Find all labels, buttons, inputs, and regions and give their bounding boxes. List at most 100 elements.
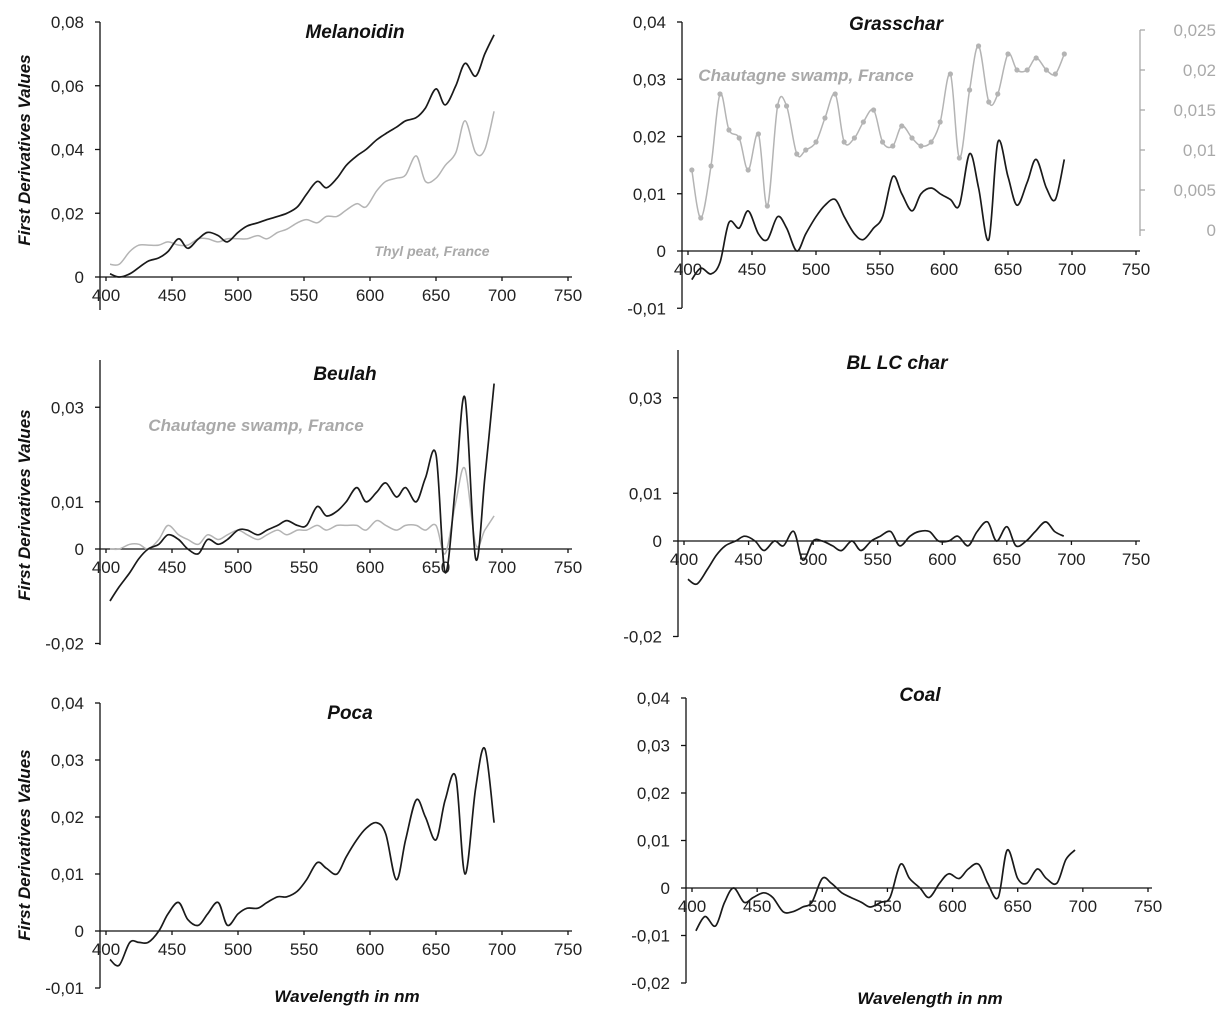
y-tick-label: 0,01 bbox=[51, 865, 84, 884]
reference-data-point bbox=[947, 71, 954, 77]
y-tick-label: 0,04 bbox=[51, 141, 84, 160]
x-tick-label: 700 bbox=[1069, 897, 1097, 916]
x-tick-label: 450 bbox=[158, 286, 186, 305]
reference-data-point bbox=[841, 139, 847, 145]
reference-data-point bbox=[822, 115, 828, 121]
sample-spectrum-line bbox=[109, 34, 495, 278]
x-tick-label: 450 bbox=[738, 260, 766, 279]
reference-data-point bbox=[775, 103, 781, 109]
x-tick-label: 450 bbox=[158, 940, 186, 959]
y-tick-label: 0,02 bbox=[637, 784, 670, 803]
x-tick-label: 600 bbox=[938, 897, 966, 916]
y-tick-label: 0,03 bbox=[637, 737, 670, 756]
panel-beulah: -0,02 0 0,01 0,03 400 450 500 550 600 650 700 750 Be… bbox=[15, 360, 582, 654]
panel-title: Grasschar bbox=[849, 14, 945, 35]
reference-data-point bbox=[726, 127, 732, 133]
y-tick-label: 0,01 bbox=[51, 493, 84, 512]
reference-data-point bbox=[708, 163, 714, 169]
x-tick-label: 500 bbox=[224, 286, 252, 305]
x-tick-label: 400 bbox=[92, 558, 120, 577]
x-axis-label: Wavelength in nm bbox=[857, 989, 1002, 1008]
y-tick-label: 0 bbox=[657, 242, 666, 261]
reference-data-point bbox=[909, 135, 915, 141]
reference-data-point bbox=[764, 203, 770, 209]
x-tick-label: 450 bbox=[734, 550, 762, 569]
x-tick-label: 600 bbox=[356, 940, 384, 959]
reference-annotation: Chautagne swamp, France bbox=[698, 66, 913, 85]
reference-data-point bbox=[899, 123, 905, 129]
reference-data-point bbox=[879, 139, 886, 145]
reference-data-point bbox=[1043, 67, 1049, 73]
reference-data-point bbox=[956, 155, 962, 161]
y-axis-label: First Derivatives Values bbox=[15, 54, 34, 245]
y-tick-label: 0,01 bbox=[629, 484, 662, 503]
y-tick-label: -0,01 bbox=[627, 299, 666, 318]
x-tick-label: 500 bbox=[224, 940, 252, 959]
y-tick-label: -0,02 bbox=[631, 974, 670, 993]
x-tick-label: 400 bbox=[670, 550, 698, 569]
reference-data-point bbox=[1061, 51, 1067, 57]
panel-title: Melanoidin bbox=[305, 22, 404, 43]
reference-data-point bbox=[871, 107, 877, 113]
panel-title: BL LC char bbox=[846, 353, 949, 374]
x-tick-label: 500 bbox=[802, 260, 830, 279]
reference-data-point bbox=[975, 43, 982, 49]
y-tick-label: 0,04 bbox=[51, 694, 84, 713]
y-axis-label: First Derivatives Values bbox=[15, 749, 34, 940]
x-tick-label: 750 bbox=[554, 558, 582, 577]
x-tick-label: 650 bbox=[993, 550, 1021, 569]
reference-data-point bbox=[736, 135, 742, 141]
sample-spectrum-line bbox=[109, 383, 495, 602]
reference-data-point bbox=[1052, 71, 1058, 77]
y-tick-label: 0,03 bbox=[629, 389, 662, 408]
x-tick-label: 550 bbox=[866, 260, 894, 279]
reference-annotation: Chautagne swamp, France bbox=[148, 416, 363, 435]
y-tick-label: -0,01 bbox=[45, 979, 84, 998]
y-tick-label: 0,08 bbox=[51, 13, 84, 32]
sample-spectrum-line bbox=[691, 139, 1066, 281]
reference-data-point bbox=[928, 139, 934, 145]
reference-annotation: Thyl peat, France bbox=[374, 243, 489, 259]
x-tick-label: 750 bbox=[554, 286, 582, 305]
x-tick-label: 700 bbox=[488, 286, 516, 305]
x-tick-label: 600 bbox=[356, 558, 384, 577]
y-tick-label: -0,02 bbox=[623, 628, 662, 647]
panel-title: Beulah bbox=[313, 364, 376, 385]
y-tick-label: -0,02 bbox=[45, 635, 84, 654]
reference-data-point bbox=[717, 91, 723, 97]
reference-spectrum-line bbox=[109, 466, 495, 555]
reference-spectrum-line bbox=[691, 45, 1065, 219]
x-tick-label: 650 bbox=[422, 558, 450, 577]
y-tick-label: 0,01 bbox=[633, 185, 666, 204]
x-tick-label: 650 bbox=[994, 260, 1022, 279]
y-tick-label: 0,03 bbox=[51, 398, 84, 417]
x-tick-label: 450 bbox=[158, 558, 186, 577]
reference-data-point bbox=[755, 131, 762, 137]
x-tick-label: 750 bbox=[1122, 260, 1150, 279]
sample-spectrum-line bbox=[687, 520, 1065, 586]
reference-data-point bbox=[745, 167, 751, 173]
x-tick-label: 700 bbox=[1058, 260, 1086, 279]
secondary-y-tick-label: 0 bbox=[1207, 221, 1216, 240]
sample-spectrum-line bbox=[695, 849, 1076, 932]
x-tick-label: 500 bbox=[224, 558, 252, 577]
reference-data-point bbox=[918, 143, 924, 149]
reference-data-point bbox=[1014, 67, 1020, 73]
y-tick-label: 0,02 bbox=[633, 128, 666, 147]
x-tick-label: 750 bbox=[1134, 897, 1162, 916]
x-tick-label: 700 bbox=[1057, 550, 1085, 569]
x-tick-label: 750 bbox=[554, 940, 582, 959]
x-tick-label: 400 bbox=[678, 897, 706, 916]
secondary-y-tick-label: 0,01 bbox=[1183, 141, 1216, 160]
panel-title: Coal bbox=[899, 685, 941, 706]
secondary-y-tick-label: 0,02 bbox=[1183, 61, 1216, 80]
secondary-y-tick-label: 0,015 bbox=[1173, 101, 1216, 120]
y-axis-label: First Derivatives Values bbox=[15, 409, 34, 600]
y-tick-label: -0,01 bbox=[631, 927, 670, 946]
panel-poca: -0,01 0 0,01 0,02 0,03 0,04 400 450 500 550 600 650… bbox=[15, 694, 582, 1006]
x-tick-label: 500 bbox=[808, 897, 836, 916]
reference-data-point bbox=[803, 147, 809, 153]
panel-bl-lc-char: -0,02 0 0,01 0,03 400 450 500 550 600 650 700 750 BL… bbox=[623, 350, 1150, 647]
reference-data-point bbox=[860, 119, 866, 125]
